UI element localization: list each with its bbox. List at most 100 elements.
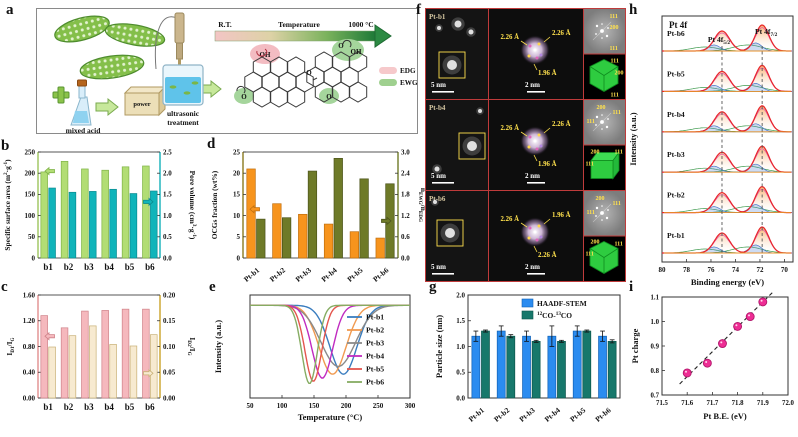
right-axis-tick: 1.8: [401, 191, 410, 199]
right-axis-tick: 0.15: [163, 317, 176, 325]
axis-association-arrow-icon: [249, 204, 260, 214]
y-tick: 1.0: [456, 343, 465, 351]
bar-Pore volume: [129, 193, 138, 259]
bar-^{12}CO-^{13}CO: [531, 340, 541, 399]
scale-bar-label: 2 nm: [525, 172, 540, 180]
right-axis-tick: 0.6: [401, 233, 410, 241]
left-axis-tick: 25: [233, 148, 241, 156]
scale-bar-label: 2 nm: [525, 81, 540, 89]
y-axis-title: Particle size (nm): [434, 315, 444, 378]
panel-letter-e: e: [209, 279, 216, 295]
left-axis-tick: 1.60: [23, 291, 36, 299]
fft-index-label: 111: [587, 210, 595, 216]
fft-index-label: 111: [613, 201, 621, 207]
axis-association-arrow-icon: [143, 368, 154, 378]
panel-b-surface-area-chart: 0 50 100 150 200 250 0.0 0.5 1.0 1.5 2.0 2.5 b1 b2 b3 b…: [3, 148, 197, 272]
lattice-spacing-label: 1.96 Å: [552, 211, 571, 219]
bar-HAADF-STEM: [471, 335, 481, 399]
right-axis-title: Pore volume (cm3​·g-1​): [188, 171, 197, 240]
left-axis-tick: 10: [233, 212, 241, 220]
bar-ID1/IG: [81, 310, 89, 399]
stem-row-Pt-b1: Pt-b1 5 nm 2.26 Å 2.26 Å 1.96 Å 2 nm 111 200 111…: [425, 8, 626, 100]
legend-label: Pt-b6: [366, 378, 384, 387]
bar-Specific surface area: [40, 171, 48, 259]
bar-ID1/IG: [121, 308, 130, 399]
xps-spectrum-Pt-b2: Pt-b2: [662, 185, 792, 214]
x-tick: 71.7: [706, 400, 718, 407]
axis-association-arrow-icon: [143, 197, 154, 207]
right-axis-tick: 0.0: [401, 254, 410, 262]
lattice-spacing-label: 2.26 Å: [538, 251, 557, 259]
beaker-icon: [162, 64, 204, 106]
x-tick: 71.9: [757, 400, 769, 407]
category-label: b4: [104, 262, 114, 272]
curve-Pt-b6: [250, 304, 410, 384]
bar-ID2/IG: [48, 346, 56, 399]
bar-Pore volume: [150, 190, 158, 259]
panel-f-stem-images: Pt-b1 5 nm 2.26 Å 2.26 Å 1.96 Å 2 nm 111 200 111…: [425, 8, 626, 282]
bar-Pore volume: [68, 191, 77, 259]
panel-letter-d: d: [207, 136, 216, 152]
data-point: [733, 321, 743, 331]
y-tick: 0.0: [456, 394, 465, 402]
ewg-highlight: [332, 39, 364, 61]
sample-label: Pt-b1: [429, 13, 446, 21]
x-tick: 300: [405, 402, 416, 410]
right-axis-tick: 1.2: [401, 212, 410, 220]
biomass-nanotube-icon: [54, 15, 110, 43]
spectrum-label: Pt-b6: [667, 29, 685, 38]
right-axis-tick: 1.5: [163, 191, 172, 199]
lattice-spacing-label: 2.26 Å: [500, 215, 519, 223]
legend-label: Pt-b2: [366, 326, 384, 335]
left-axis-tick: 100: [25, 212, 36, 220]
ultrasonic-label: ultrasonic: [167, 109, 200, 118]
x-tick: 100: [277, 402, 288, 410]
category-label: Pt-b4: [543, 405, 562, 423]
ewg-group-label: O: [241, 93, 247, 101]
right-axis-tick: 0.10: [163, 343, 176, 351]
category-label: Pt-b6: [371, 265, 390, 283]
bar-ID2/IG: [129, 345, 138, 399]
bar-HAADF-STEM: [496, 330, 506, 399]
data-point: [745, 312, 755, 322]
x-tick: 50: [247, 402, 255, 410]
y-axis-title: Intensity (a.u.): [628, 112, 638, 165]
bar-ID1/IG: [60, 327, 69, 399]
max-temp-label: 1000 °C: [348, 20, 373, 29]
x-tick: 72.0: [782, 400, 794, 407]
lattice-spacing-label: 2.26 Å: [500, 124, 519, 132]
category-label: b5: [125, 262, 135, 272]
left-axis-tick: 200: [25, 170, 36, 178]
bar-^{12}CO-^{13}CO: [481, 330, 490, 399]
ewg-highlight: [234, 88, 254, 104]
y-tick: 1.0: [651, 319, 660, 326]
bar-OCGs fraction: [349, 231, 359, 259]
xps-spectrum-Pt-b3: Pt-b3: [662, 145, 792, 173]
ewg-highlight: [319, 88, 339, 104]
legend-label: Pt-b5: [366, 365, 384, 374]
category-label: b1: [43, 402, 53, 412]
xps-spectrum-Pt-b5: Pt-b5: [662, 64, 792, 92]
x-axis-title: Temperature (°C): [298, 412, 363, 422]
bar-^{12}CO-^{13}CO: [607, 340, 617, 399]
bar-OCGs fraction: [323, 223, 334, 259]
rt-label: R.T.: [218, 20, 232, 29]
legend-label-EWG: EWG: [400, 79, 418, 87]
right-axis-tick: 2.4: [401, 170, 410, 178]
category-label: Pt-b6: [593, 405, 612, 423]
crystal-facet-label: 200: [591, 150, 600, 156]
legend-label: HAADF-STEM: [537, 299, 587, 308]
bar-nEWG/nEDG: [256, 218, 266, 259]
bar-OCGs fraction: [272, 203, 282, 259]
category-label: b3: [84, 262, 94, 272]
bar-^{12}CO-^{13}CO: [557, 340, 566, 399]
category-label: Pt-b3: [517, 405, 536, 423]
left-axis-tick: 0.00: [23, 394, 36, 402]
xps-spectrum-Pt-b1: Pt-b1: [662, 226, 792, 254]
roi-box: [458, 132, 486, 160]
bar-ID2/IG: [68, 335, 77, 399]
scale-bar-label: 5 nm: [431, 172, 446, 180]
bar-Pore volume: [48, 187, 56, 259]
